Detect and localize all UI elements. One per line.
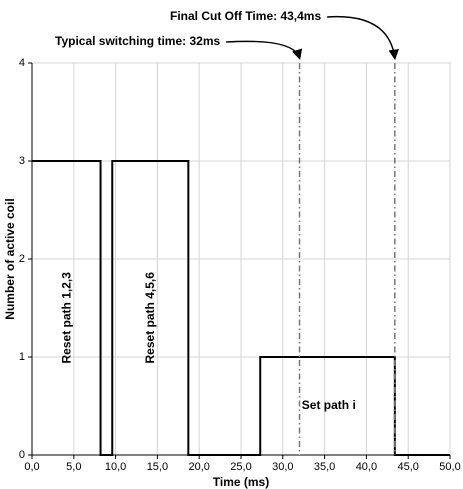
x-tick-label: 0,0 (24, 461, 39, 473)
region-label: Reset path 1,2,3 (59, 272, 73, 364)
y-tick-label: 0 (19, 449, 25, 461)
x-axis-label: Time (ms) (213, 475, 269, 489)
y-tick-label: 2 (19, 253, 25, 265)
x-tick-label: 5,0 (66, 461, 81, 473)
data-line (32, 160, 450, 456)
x-tick-label: 30,0 (272, 461, 293, 473)
y-tick-label: 4 (19, 57, 25, 69)
region-label: Reset path 4,5,6 (143, 272, 157, 364)
annotation-arrow (226, 40, 303, 61)
annotation-arrow (327, 15, 399, 61)
x-tick-label: 35,0 (314, 461, 335, 473)
annotation: Final Cut Off Time: 43,4ms (170, 9, 321, 23)
annotation: Typical switching time: 32ms (55, 34, 220, 48)
y-tick-label: 1 (19, 351, 25, 363)
y-axis-label: Number of active coil (3, 198, 17, 319)
x-tick-label: 15,0 (147, 461, 168, 473)
y-tick-label: 3 (19, 155, 25, 167)
x-tick-label: 50,0 (439, 461, 460, 473)
x-tick-label: 25,0 (230, 461, 251, 473)
x-tick-label: 20,0 (188, 461, 209, 473)
region-label: Set path i (302, 398, 356, 412)
x-tick-label: 45,0 (397, 461, 418, 473)
x-tick-label: 40,0 (356, 461, 377, 473)
x-tick-label: 10,0 (105, 461, 126, 473)
